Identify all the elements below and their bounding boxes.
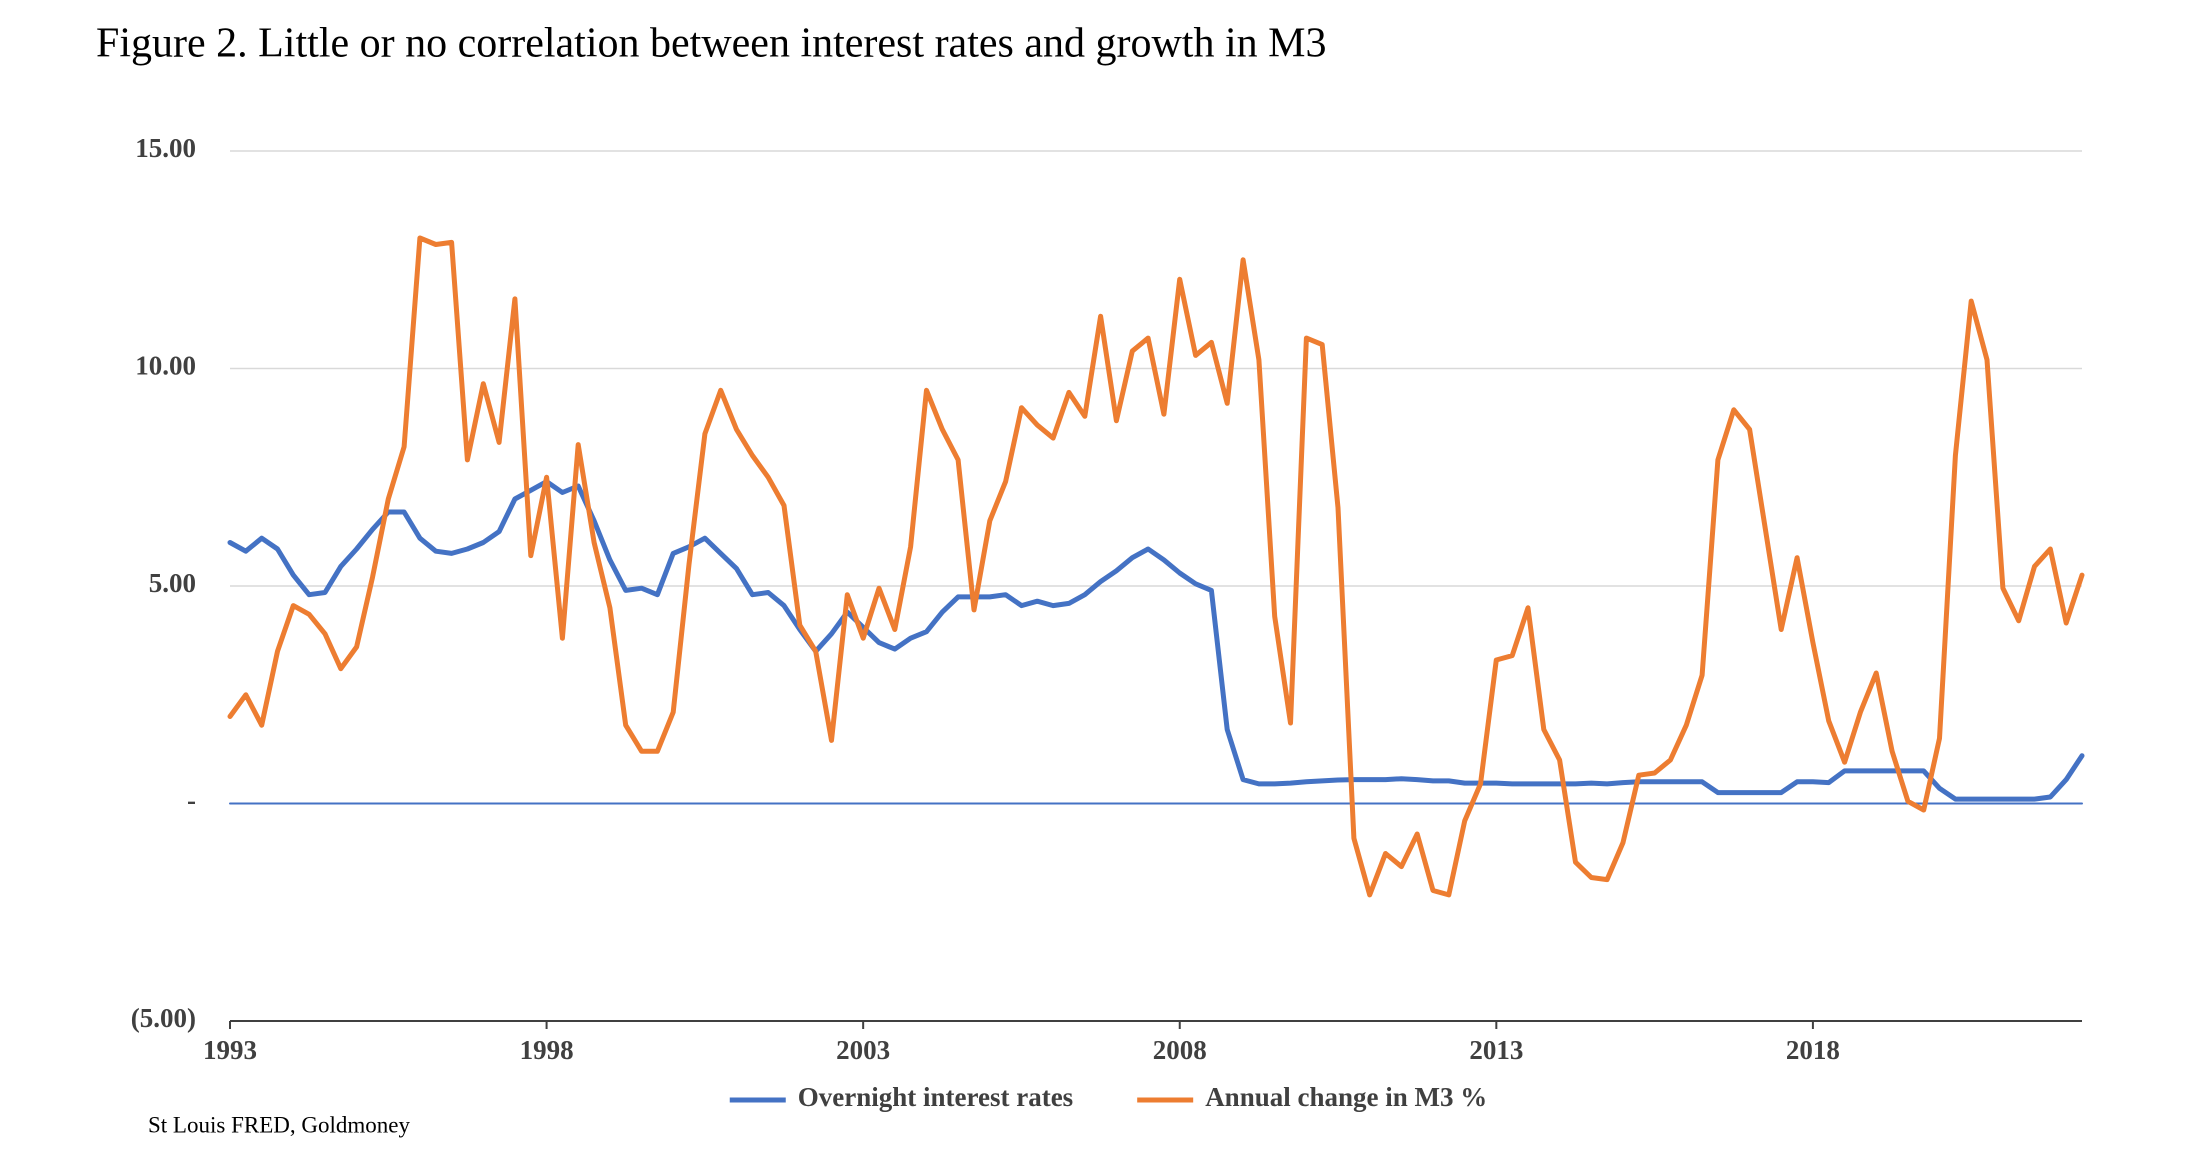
x-tick-label: 2018 (1786, 1035, 1840, 1065)
x-tick-label: 2003 (836, 1035, 890, 1065)
legend-label: Overnight interest rates (798, 1082, 1073, 1112)
y-tick-label: - (187, 786, 196, 816)
y-tick-label: 10.00 (135, 351, 196, 381)
x-tick-label: 1998 (520, 1035, 574, 1065)
series-line (227, 235, 2085, 898)
y-tick-label: (5.00) (131, 1003, 196, 1033)
x-tick-label: 2008 (1153, 1035, 1207, 1065)
y-tick-label: 5.00 (149, 568, 196, 598)
legend-label: Annual change in M3 % (1205, 1082, 1487, 1112)
source-note: St Louis FRED, Goldmoney (148, 1112, 410, 1137)
series-line (227, 479, 2085, 802)
x-tick-label: 2013 (1469, 1035, 1523, 1065)
chart-title: Figure 2. Little or no correlation betwe… (96, 21, 1327, 67)
y-tick-label: 15.00 (135, 133, 196, 163)
x-tick-label: 1993 (203, 1035, 257, 1065)
